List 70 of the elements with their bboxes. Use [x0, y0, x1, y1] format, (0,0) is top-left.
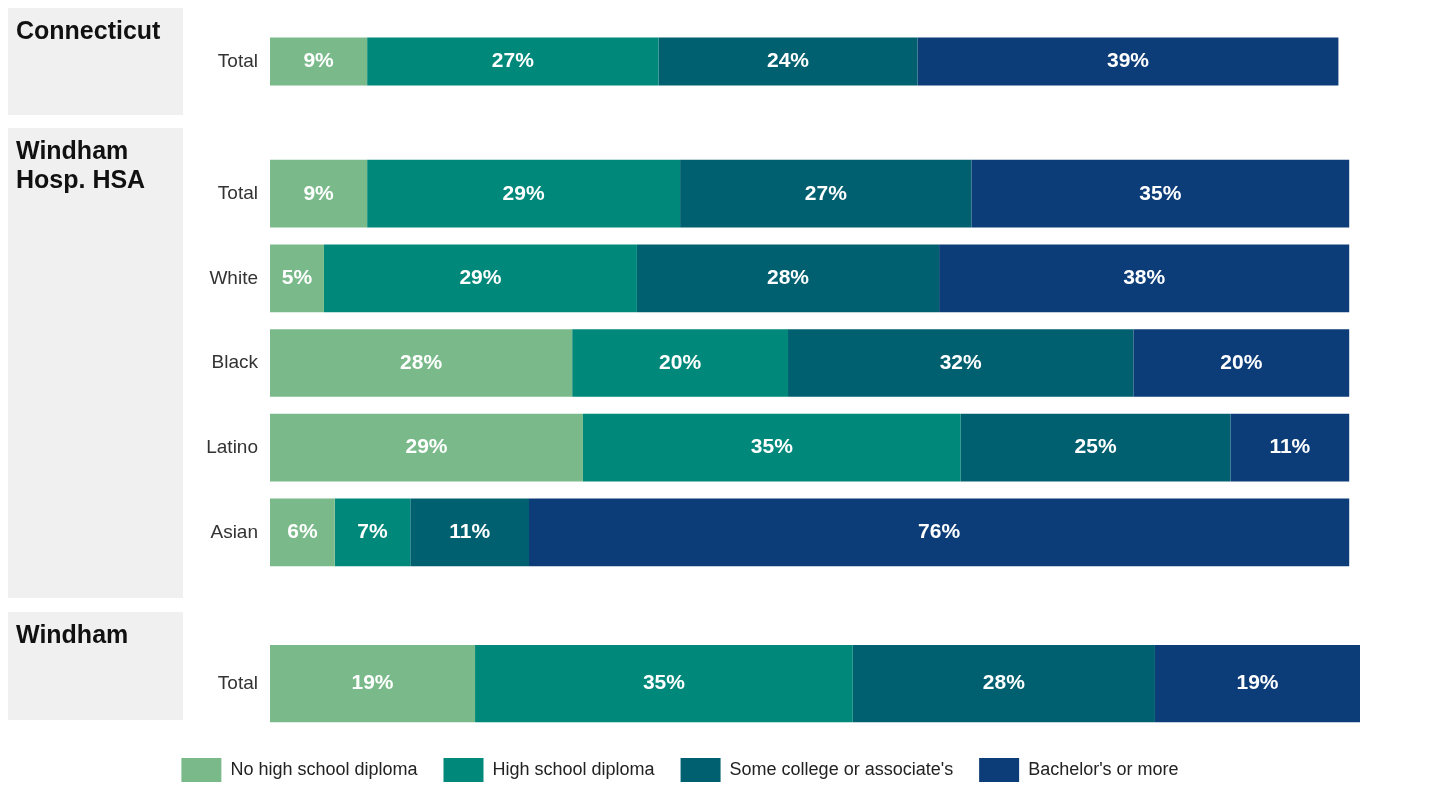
data-label: 76%: [918, 519, 961, 543]
bar: [367, 37, 659, 86]
bar: [788, 329, 1134, 397]
data-label: 5%: [281, 265, 313, 289]
y-tick-label: Asian: [210, 520, 258, 542]
bar: [410, 498, 530, 567]
bar: [852, 645, 1155, 723]
data-label: 19%: [351, 670, 394, 694]
data-label: 35%: [750, 434, 794, 458]
data-label: 7%: [357, 519, 389, 543]
bar: [572, 329, 789, 397]
chart-title: Windham Hosp. HSA: [16, 136, 147, 194]
bar: [1154, 645, 1360, 723]
bar: [529, 498, 1350, 567]
bar: [270, 329, 573, 397]
data-label: 19%: [1236, 670, 1279, 694]
legend-label: Some college or associate's: [729, 758, 954, 779]
data-label: 29%: [459, 265, 502, 289]
bar: [270, 244, 324, 313]
bar: [658, 37, 918, 86]
bar: [582, 413, 961, 482]
text: Connecticut: [16, 16, 161, 45]
bar: [270, 37, 368, 86]
bar: [367, 159, 681, 228]
bar: [270, 645, 476, 723]
data-label: 29%: [502, 180, 545, 204]
y-tick-label: Latino: [206, 435, 258, 457]
data-label: 11%: [449, 519, 491, 543]
data-label: 27%: [804, 180, 848, 204]
data-label: 11%: [1269, 434, 1311, 458]
bar: [1133, 329, 1350, 397]
data-label: 35%: [642, 670, 686, 694]
legend-label: No high school diploma: [230, 758, 419, 779]
bar: [939, 244, 1350, 313]
y-tick-label: White: [209, 266, 258, 288]
data-label: 28%: [982, 670, 1026, 694]
bar: [917, 37, 1339, 86]
data-label: 24%: [767, 48, 810, 72]
y-tick-label: Total: [217, 181, 258, 203]
bar: [270, 498, 335, 567]
data-label: 32%: [939, 349, 983, 373]
bar: [971, 159, 1350, 228]
chart-title: Windham: [16, 620, 130, 649]
data-label: 9%: [303, 180, 335, 204]
data-label: 25%: [1074, 434, 1117, 458]
data-label: 28%: [400, 349, 443, 373]
bar: [1230, 413, 1350, 482]
data-label: 28%: [767, 265, 810, 289]
bar: [270, 413, 583, 482]
y-tick-label: Black: [211, 351, 259, 373]
bar: [323, 244, 637, 313]
data-label: 29%: [405, 434, 448, 458]
bar: [636, 244, 940, 313]
data-label: 20%: [659, 349, 702, 373]
legend-label: High school diploma: [492, 758, 656, 779]
data-label: 35%: [1139, 180, 1182, 204]
bar: [270, 159, 368, 228]
data-label: 27%: [491, 48, 535, 72]
bar: [475, 645, 853, 723]
bar: [960, 413, 1231, 482]
y-tick-label: Total: [217, 671, 258, 693]
bar: [680, 159, 972, 228]
data-label: 38%: [1123, 265, 1166, 289]
data-label: 9%: [303, 48, 335, 72]
data-label: 6%: [287, 519, 318, 543]
y-tick-label: Total: [217, 49, 258, 71]
data-label: 39%: [1106, 48, 1150, 72]
bar: [334, 498, 411, 567]
data-label: 20%: [1220, 349, 1263, 373]
legend-label: Bachelor's or more: [1028, 758, 1179, 779]
